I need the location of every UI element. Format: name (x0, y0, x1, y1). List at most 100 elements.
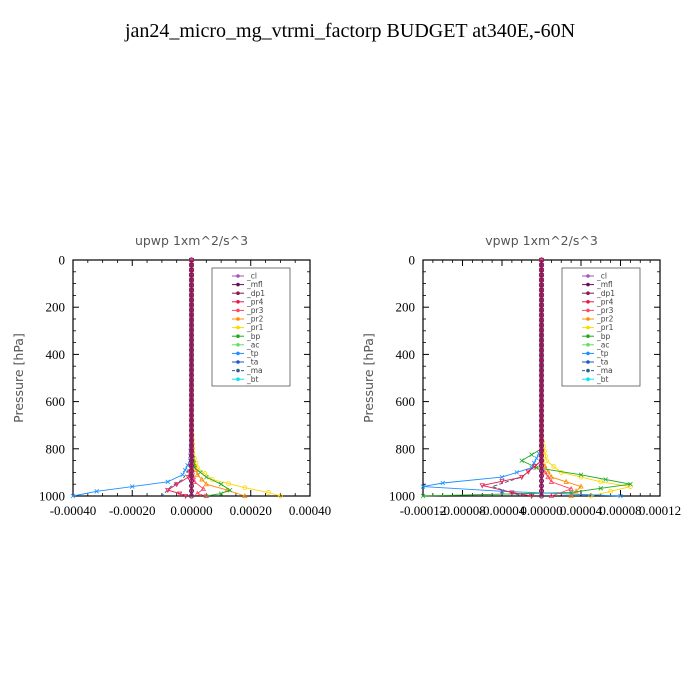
data-point (539, 488, 544, 494)
y-tick-label: 600 (396, 394, 416, 409)
data-point (539, 327, 544, 333)
legend-item: _ta (232, 358, 258, 367)
data-point (539, 458, 544, 464)
data-point (420, 484, 426, 489)
data-point (539, 433, 544, 439)
legend-box (561, 267, 641, 387)
legend-item: _bp (232, 332, 261, 341)
data-point (189, 353, 194, 358)
legend-item: _ac (582, 340, 609, 349)
legend-swatch-marker (236, 274, 240, 278)
legend-item: _mfl (582, 280, 613, 289)
legend-item: _ac (232, 340, 259, 349)
data-point (182, 467, 188, 473)
data-point (189, 262, 194, 268)
legend-label: _ac (246, 340, 259, 349)
data-point (539, 383, 544, 388)
legend-item: _ta (582, 358, 608, 367)
data-point (189, 363, 194, 368)
data-point (189, 488, 194, 494)
data-point (578, 472, 584, 478)
legend-item: _tp (232, 349, 259, 358)
x-tick-label: 0.00000 (520, 503, 562, 518)
legend-item: _bt (232, 375, 259, 384)
data-point (165, 488, 171, 494)
legend-item: _bt (582, 375, 609, 384)
legend-label: _tp (246, 349, 259, 358)
legend-item: _mfl (232, 280, 263, 289)
series-dp1 (189, 257, 194, 499)
data-point (227, 487, 233, 493)
data-point (189, 393, 194, 398)
legend-swatch-marker (236, 334, 240, 339)
data-point (588, 493, 594, 499)
series-line (72, 260, 192, 497)
legend-swatch-marker (236, 325, 240, 330)
data-point (189, 257, 194, 263)
data-point (94, 488, 99, 494)
y-tick-label: 400 (396, 347, 416, 362)
data-point (539, 307, 544, 313)
data-point (578, 483, 584, 489)
legend-swatch-marker (236, 377, 240, 382)
legend-label: _cl (596, 272, 607, 281)
data-point (199, 476, 205, 482)
data-point (189, 473, 194, 479)
series-tp (70, 257, 194, 499)
series-line (161, 260, 192, 497)
data-point (189, 368, 194, 373)
data-point (218, 491, 224, 496)
data-point (189, 307, 194, 313)
data-point (189, 398, 194, 403)
x-tick-label: 0.00020 (230, 503, 272, 518)
y-tick-label: 0 (409, 253, 416, 268)
panel-title: upwp 1xm^2/s^3 (135, 233, 248, 248)
series-line (482, 260, 542, 497)
legend-item: _bp (582, 332, 611, 341)
legend-label: _tp (596, 349, 609, 358)
legend-swatch-marker (236, 351, 240, 356)
legend-box (211, 267, 291, 387)
legend-label: _bt (596, 375, 609, 384)
data-point (608, 488, 614, 494)
data-point (539, 267, 544, 273)
data-point (539, 408, 544, 414)
x-tick-label: 0.00012 (639, 503, 681, 518)
legend-swatch-marker (586, 274, 590, 278)
data-point (539, 393, 544, 398)
data-point (545, 468, 551, 474)
data-point (563, 478, 569, 484)
data-point (189, 403, 194, 409)
data-point (189, 493, 194, 499)
data-point (499, 474, 505, 480)
legend-item: _pr2 (232, 315, 264, 324)
series-ma (490, 260, 542, 497)
legend-swatch-marker (236, 317, 240, 321)
panel-1: upwp 1xm^2/s^3 Pressure [hPa] 0 200 400 600 80… (11, 233, 331, 518)
y-tick-label: 400 (46, 347, 66, 362)
data-point (189, 378, 194, 383)
data-point (189, 383, 194, 388)
data-point (189, 478, 194, 484)
data-point (539, 322, 544, 328)
data-point (182, 494, 189, 500)
data-point (499, 479, 505, 485)
data-point (194, 490, 201, 496)
data-point (189, 282, 194, 288)
legend-label: _bp (246, 332, 261, 341)
data-point (189, 483, 194, 489)
data-point (539, 453, 544, 459)
legend-item: _pr3 (582, 306, 614, 315)
legend-swatch-marker (586, 377, 590, 382)
legend-swatch-marker (236, 282, 240, 287)
data-point (189, 433, 194, 439)
x-tick-label: -0.00004 (479, 503, 526, 518)
data-point (165, 479, 171, 485)
data-point (519, 458, 525, 463)
data-point (189, 297, 194, 303)
series-line (166, 260, 192, 497)
data-point (189, 332, 194, 338)
data-point (539, 347, 544, 353)
data-point (532, 464, 538, 470)
